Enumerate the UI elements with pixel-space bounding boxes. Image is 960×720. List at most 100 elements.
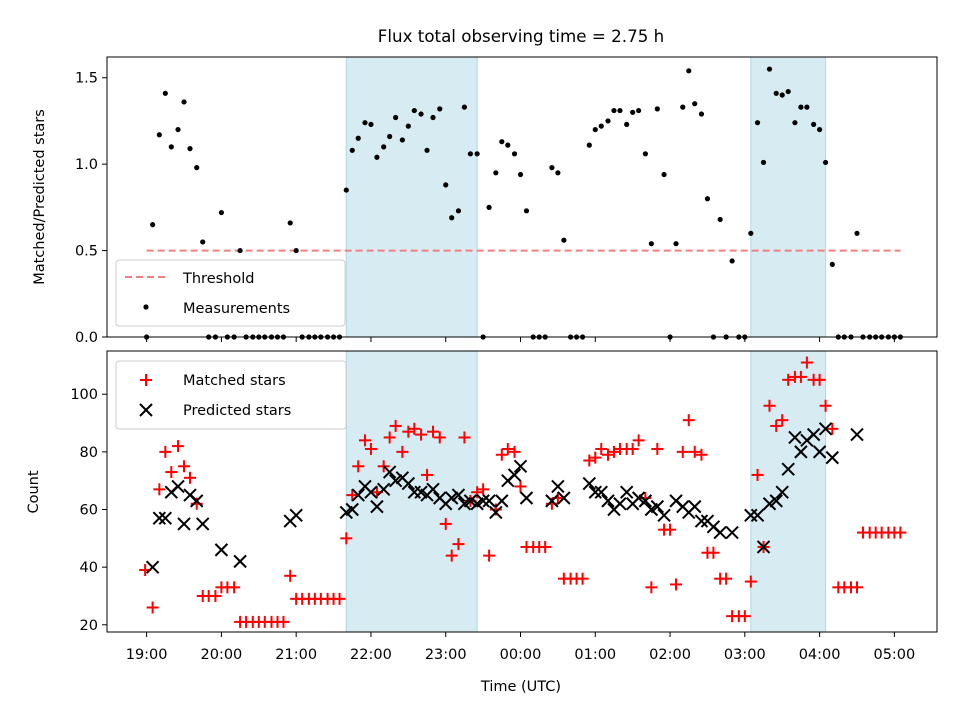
matched-star-point [664,523,677,536]
matched-star-point [826,422,839,435]
predicted-star-point [171,479,185,494]
measurement-point [561,237,567,243]
predicted-star-point [451,488,466,502]
measurement-point [175,126,181,133]
matched-star-point [340,532,353,545]
measurement-point [766,66,773,72]
matched-star-point [800,356,813,369]
predicted-star-point [476,494,490,508]
measurement-point [555,170,561,176]
measurement-point [293,247,299,254]
measurement-point [393,114,399,121]
measurement-point [461,104,468,110]
matched-star-point [146,601,159,614]
matched-star-point [819,399,832,412]
matched-star-point [452,538,465,551]
bottom-y-tick-label: 40 [80,560,98,576]
predicted-star-point [345,502,359,517]
measurement-point [237,247,243,254]
predicted-star-point [426,482,440,497]
matched-star-point [421,468,434,481]
matched-star-point [676,445,689,458]
predicted-star-point [190,494,204,508]
measurement-point [343,187,349,193]
matched-star-point [458,431,471,444]
measurement-point [523,208,530,214]
x-tick-label: 22:00 [350,647,392,663]
top-y-ticks: 0.0 0.5 1.0 1.5 [75,71,107,346]
predicted-star-point [513,459,528,473]
measurement-point [636,107,642,114]
measurement-point [673,241,679,247]
measurement-point [592,126,598,133]
top-axes-frame [106,56,938,338]
matched-star-point [682,414,695,427]
predicted-star-point [788,430,802,445]
measurement-point [754,120,761,126]
measurement-point [168,144,174,150]
predicted-star-point [519,491,534,505]
matched-star-point [688,445,701,458]
matched-star-point [383,431,396,444]
predicted-star-point [850,427,864,442]
measurement-point [399,137,405,143]
top-shaded-window-2 [750,56,827,338]
x-axis-label: Time (UTC) [480,679,561,695]
predicted-star-point [557,491,571,505]
predicted-star-point [482,494,496,508]
predicted-star-point [713,525,727,540]
measurement-point [598,123,604,129]
bottom-panel: 20 40 60 80 100 19:00 20:00 21:00 22:00 23:00 00:… [26,350,938,695]
predicted-star-point [507,468,522,482]
top-y-tick-label: 1.0 [75,157,98,173]
bottom-y-tick-label: 60 [80,503,98,519]
predicted-star-point [582,476,597,491]
matched-star-point [389,419,402,432]
x-tick-label: 01:00 [574,647,616,663]
measurement-point [704,196,711,202]
top-x-ticks [146,337,895,342]
matched-star-point [651,442,664,455]
measurements-legend-label: Measurements [183,301,290,317]
x-tick-label: 20:00 [201,647,243,663]
matched-star-point [670,578,683,591]
measurement-point [773,90,779,96]
bottom-x-ticks: 19:00 20:00 21:00 22:00 23:00 00:00 01:00 02:00… [126,632,915,663]
predicted-star-point [376,482,391,497]
predicted-star-point [762,497,777,511]
predicted-star-point [619,485,634,499]
predicted-legend-label: Predicted stars [183,403,291,419]
matched-star-point [477,483,490,496]
measurement-point [586,142,592,148]
matched-star-point [782,373,795,386]
measurement-point [822,159,829,166]
x-tick-label: 04:00 [799,647,841,663]
matched-star-point [813,373,826,386]
matched-star-point [184,471,196,484]
matched-star-point [402,425,415,438]
measurement-point [624,121,630,128]
matched-star-point [738,610,751,623]
measurement-point [605,118,611,124]
measurement-point [499,139,505,145]
predicted-star-point [351,488,365,502]
predicted-star-point [650,499,665,514]
predicted-star-point [794,445,808,459]
matched-star-point [763,399,776,412]
measurement-point [474,151,480,157]
matched-star-point [607,445,620,458]
matched-star-point [346,489,359,502]
matched-star-point [495,448,508,461]
matched-star-point [427,425,440,438]
matched-star-point [589,451,602,464]
measurement-point [418,111,424,117]
top-y-tick-label: 1.5 [75,71,98,87]
measurement-point [218,209,225,216]
measurement-point [493,170,499,176]
measurement-point [505,142,511,148]
measurement-point [355,135,361,141]
predicted-star-point [214,543,229,557]
x-tick-label: 05:00 [873,647,915,663]
measurement-point [785,88,791,95]
